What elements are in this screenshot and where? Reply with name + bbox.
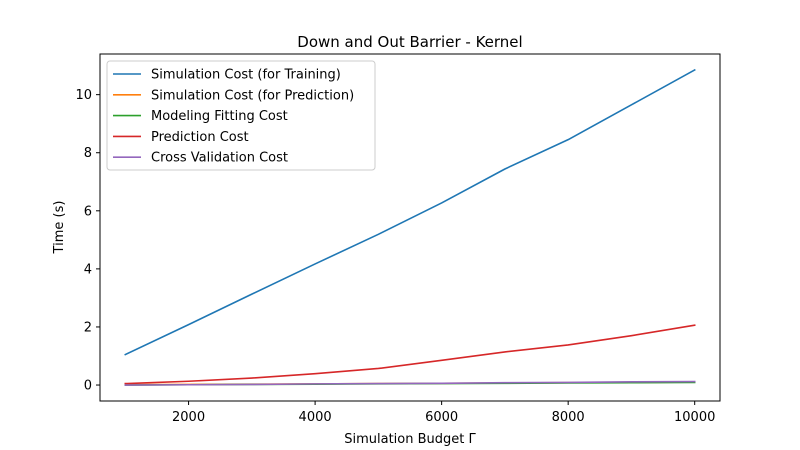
x-tick-label: 2000 [172,410,205,425]
series-layer [124,68,696,386]
series-line-1 [124,68,696,356]
chart-title: Down and Out Barrier - Kernel [297,33,522,51]
legend-entry: Cross Validation Cost [151,151,288,166]
x-tick-label: 6000 [425,410,458,425]
legend-entry: Modeling Fitting Cost [151,109,288,124]
x-axis-label: Simulation Budget Γ [344,432,476,447]
y-tick-label: 8 [84,146,92,161]
x-axis: 2000 4000 6000 8000 10000 [172,401,715,425]
series-line-4 [124,324,696,385]
y-tick-label: 10 [75,88,92,103]
x-tick-label: 10000 [674,410,715,425]
legend-entry: Simulation Cost (for Training) [151,68,341,83]
y-axis-label: Time (s) [52,201,67,255]
series-line-5 [124,380,696,386]
y-tick-label: 0 [84,379,92,394]
y-axis: 0 2 4 6 8 10 [75,88,100,394]
legend-entry: Simulation Cost (for Prediction) [151,88,354,103]
y-tick-label: 2 [84,320,92,335]
y-tick-label: 6 [84,204,92,219]
y-tick-label: 4 [84,262,92,277]
legend-entry: Prediction Cost [151,130,249,145]
legend-box [106,60,376,171]
x-tick-label: 8000 [552,410,585,425]
legend: Simulation Cost (for Training) Simulation… [106,60,376,171]
plot-area [99,53,721,402]
x-tick-label: 4000 [299,410,332,425]
